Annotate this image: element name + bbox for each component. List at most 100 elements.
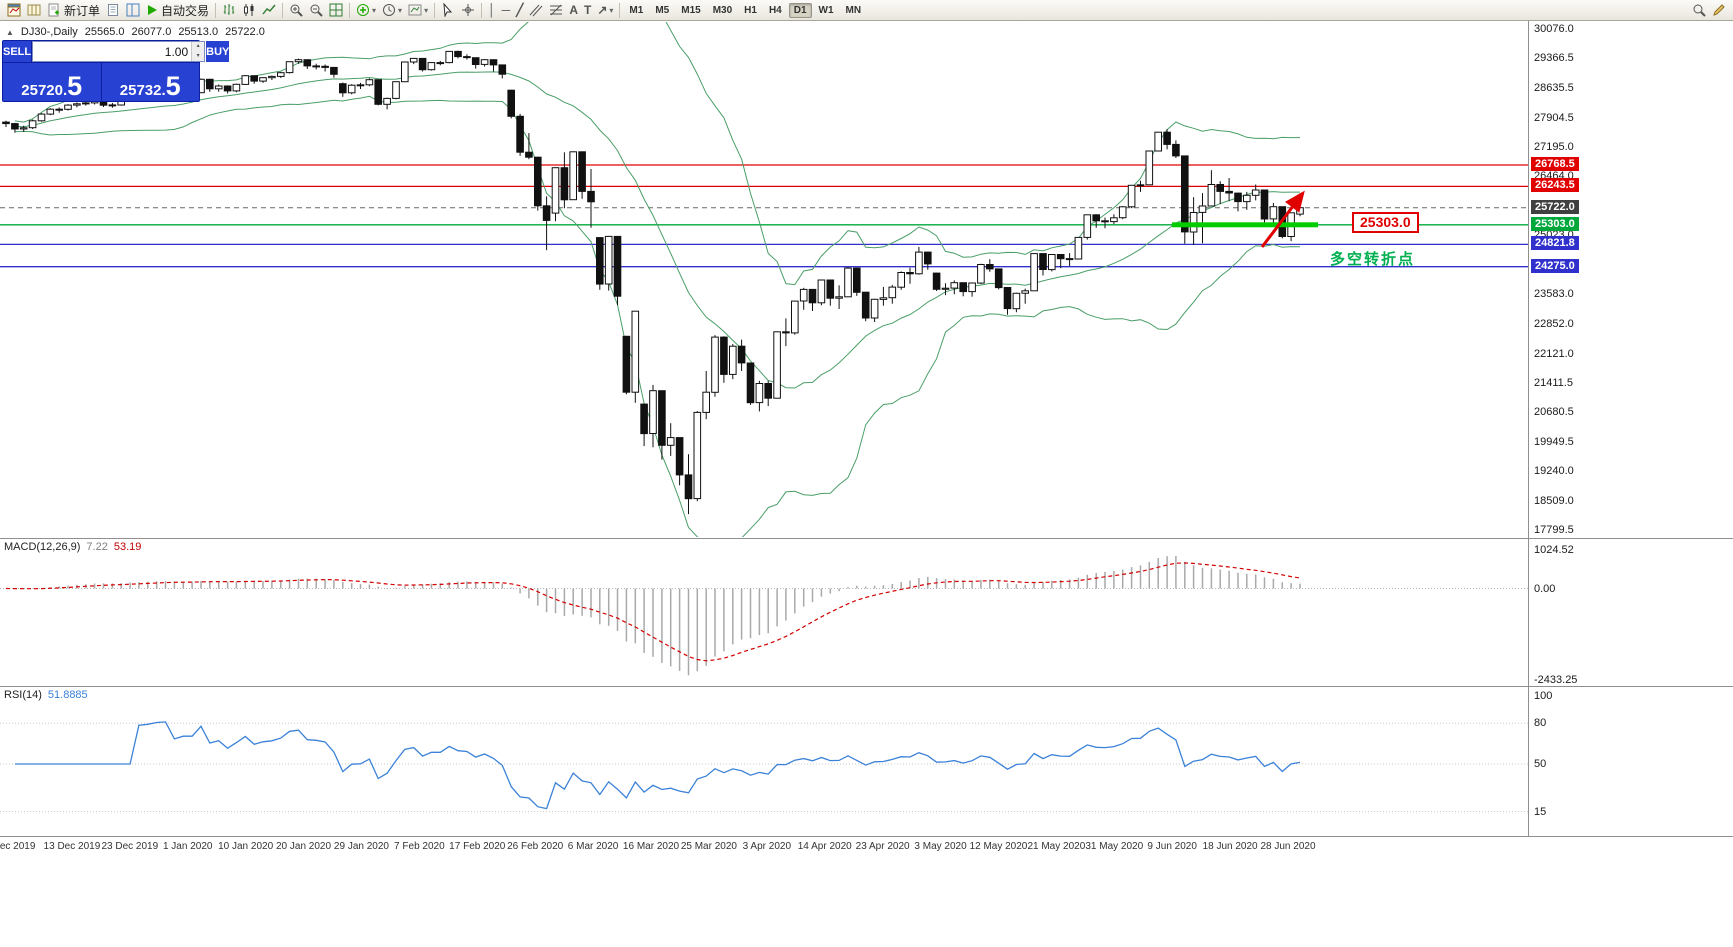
timeframe-m5-button[interactable]: M5	[655, 4, 670, 16]
horizontal-line-icon[interactable]: ─	[499, 1, 514, 19]
new-chart-icon[interactable]	[4, 1, 24, 19]
auto-trading-button-label: 自动交易	[161, 3, 210, 18]
channel-icon	[529, 3, 543, 17]
price-marker-label: 25303.0	[1531, 216, 1579, 231]
timeframe-d1-button[interactable]: D1	[788, 2, 812, 18]
symbol-marker-icon: ▲	[6, 27, 14, 37]
trend-arrow	[1260, 190, 1305, 248]
rsi-scale-label: 100	[1534, 690, 1553, 702]
price-tick-label: 22852.0	[1534, 317, 1574, 330]
dropdown-caret-icon: ▾	[609, 5, 614, 15]
price-marker-label: 24275.0	[1531, 258, 1579, 273]
new-order-icon	[47, 3, 61, 17]
lot-size-input[interactable]	[33, 42, 192, 61]
profiles-icon[interactable]	[24, 1, 44, 19]
candlestick-chart-icon	[242, 3, 256, 17]
zoom-in-icon[interactable]	[286, 1, 306, 19]
dropdown-caret-icon: ▾	[424, 5, 429, 15]
date-label: 31 May 2020	[1085, 841, 1144, 852]
toolbar-separator	[282, 2, 284, 18]
timeframe-h4-button[interactable]: H4	[768, 4, 782, 16]
horizontal-line-icon-glyph: ─	[501, 3, 511, 17]
text-icon[interactable]: A	[566, 1, 581, 19]
price-tick-label: 30076.0	[1534, 23, 1574, 35]
date-label: 17 Feb 2020	[449, 841, 506, 852]
vertical-line-icon[interactable]: │	[485, 1, 499, 19]
templates-button[interactable]: ▾	[405, 1, 431, 19]
timeframe-m15-button[interactable]: M15	[681, 4, 701, 16]
toolbar-separator	[434, 2, 436, 18]
pivot-annotation-text[interactable]: 多空转折点	[1330, 251, 1416, 268]
channel-icon[interactable]	[526, 1, 546, 19]
toolbar-separator	[215, 2, 217, 18]
market-watch-icon[interactable]	[103, 1, 123, 19]
toolbar-separator	[481, 2, 483, 18]
new-order-button[interactable]: 新订单	[44, 1, 103, 19]
edit-chart-icon[interactable]	[1709, 1, 1729, 19]
timeframe-mn-button[interactable]: MN	[845, 4, 862, 16]
date-label: 26 Feb 2020	[507, 841, 564, 852]
arrows-button[interactable]: ↗ ▾	[594, 1, 616, 19]
date-label: 7 Feb 2020	[394, 841, 445, 852]
macd-scale-label: -2433.25	[1534, 674, 1578, 686]
macd-panel-divider[interactable]	[0, 538, 1733, 539]
timeframe-h1-button[interactable]: H1	[744, 4, 757, 16]
trendline-icon[interactable]: ╱	[513, 1, 526, 19]
date-label: 10 Jan 2020	[218, 841, 274, 852]
timeframe-m30-button[interactable]: M30	[712, 4, 733, 16]
indicators-button[interactable]: ▾	[353, 1, 379, 19]
line-chart-icon[interactable]	[259, 1, 279, 19]
date-label: 3 Apr 2020	[742, 841, 791, 852]
text-label-icon[interactable]: T	[581, 1, 594, 19]
profiles-icon	[27, 3, 41, 17]
navigator-icon	[126, 3, 140, 17]
macd-name: MACD(12,26,9)	[4, 541, 81, 553]
date-label: 29 Jan 2020	[333, 841, 389, 852]
search-icon[interactable]	[1689, 1, 1709, 19]
rsi-scale-label: 80	[1534, 717, 1547, 730]
date-label: 12 May 2020	[969, 841, 1028, 852]
one-click-trading-panel: SELL ▴ ▾ BUY 25720.5 25732.5	[2, 40, 230, 102]
date-label: 18 Jun 2020	[1202, 841, 1258, 852]
fibonacci-icon[interactable]	[546, 1, 566, 19]
macd-scale-label: 1024.52	[1534, 544, 1574, 556]
new-chart-icon	[7, 3, 21, 17]
search-icon	[1692, 3, 1706, 17]
rsi-panel-divider[interactable]	[0, 686, 1733, 687]
timeframe-m1-button[interactable]: M1	[629, 4, 644, 16]
macd-scale-label: 0.00	[1534, 582, 1556, 595]
macd-main-value: 7.22	[86, 541, 108, 553]
lot-size-control: ▴ ▾	[32, 41, 206, 62]
buy-price[interactable]: 25732. 5	[101, 63, 199, 101]
sell-button[interactable]: SELL	[3, 41, 32, 62]
date-label: 14 Apr 2020	[797, 841, 852, 852]
date-label: 23 Apr 2020	[855, 841, 910, 852]
tile-windows-icon	[329, 3, 343, 17]
lot-increase-button[interactable]: ▴	[192, 42, 205, 52]
timeframe-w1-button[interactable]: W1	[818, 4, 834, 16]
ohlc-open: 25565.0	[84, 26, 125, 38]
buy-button[interactable]: BUY	[206, 41, 230, 62]
date-label: 28 Jun 2020	[1260, 841, 1316, 852]
buy-price-pip: 5	[165, 71, 181, 101]
sell-price-pip: 5	[67, 71, 83, 101]
zoom-out-icon[interactable]	[306, 1, 326, 19]
auto-trading-button[interactable]: 自动交易	[143, 1, 212, 19]
navigator-icon[interactable]	[123, 1, 143, 19]
crosshair-icon[interactable]	[458, 1, 478, 19]
rsi-label: RSI(14) 51.8885	[4, 689, 88, 701]
support-level-label[interactable]: 25303.0	[1352, 212, 1419, 233]
price-axis[interactable]: 30076.0 29366.5 28635.5 27904.5 27195.0 26464…	[1529, 0, 1733, 836]
tile-windows-icon[interactable]	[326, 1, 346, 19]
chart-canvas[interactable]	[0, 0, 1528, 856]
date-label: 25 Mar 2020	[680, 841, 737, 852]
periods-button[interactable]: ▾	[379, 1, 405, 19]
cursor-icon	[441, 3, 455, 17]
cursor-icon[interactable]	[438, 1, 458, 19]
lot-decrease-button[interactable]: ▾	[192, 51, 205, 61]
bar-chart-icon[interactable]	[219, 1, 239, 19]
sell-price[interactable]: 25720. 5	[3, 63, 101, 101]
candlestick-chart-icon[interactable]	[239, 1, 259, 19]
